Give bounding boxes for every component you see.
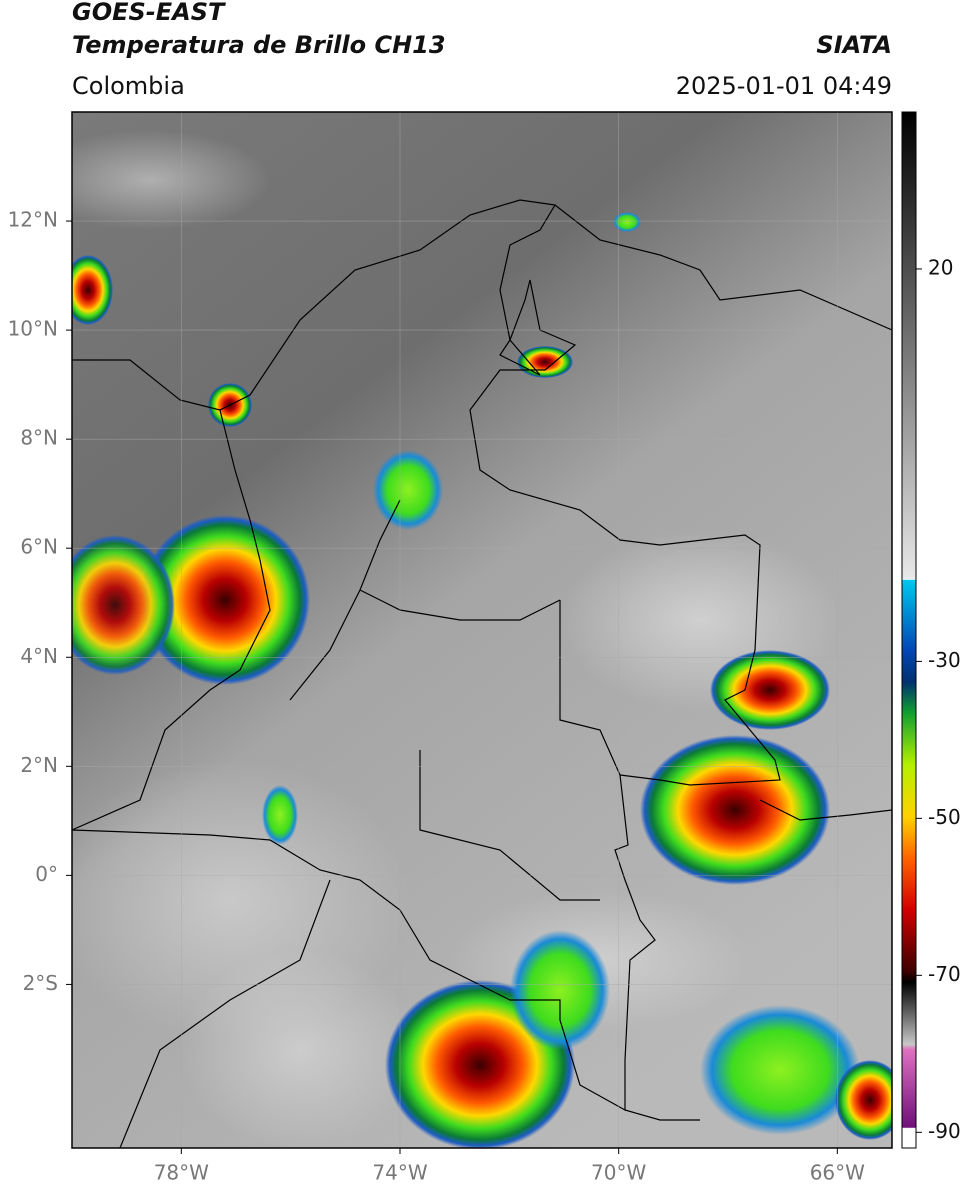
- y-tick-label: 6°N: [20, 535, 58, 559]
- x-tick-label: 74°W: [372, 1161, 427, 1185]
- y-tick-label: 12°N: [8, 208, 58, 232]
- y-tick-label: 2°N: [20, 753, 58, 777]
- y-tick-label: 8°N: [20, 426, 58, 450]
- colorbar-tick-label: -30: [928, 648, 961, 672]
- source: SIATA: [816, 31, 892, 59]
- region: Colombia: [72, 72, 185, 100]
- title: GOES-EAST: [72, 0, 226, 26]
- datetime: 2025-01-01 04:49: [676, 72, 892, 100]
- x-tick-label: 66°W: [810, 1161, 865, 1185]
- colorbar: [901, 111, 917, 1149]
- x-tick-label: 70°W: [591, 1161, 646, 1185]
- colorbar-tick-label: -90: [928, 1119, 961, 1143]
- map-frame: [71, 111, 893, 1149]
- colorbar-tick-label: -50: [928, 805, 961, 829]
- y-tick-label: 2°S: [23, 971, 58, 995]
- colorbar-tick-label: -70: [928, 962, 961, 986]
- satellite-image: [72, 112, 892, 1148]
- subtitle: Temperatura de Brillo CH13: [72, 31, 446, 59]
- y-tick-label: 4°N: [20, 644, 58, 668]
- colorbar-tick-label: 20: [928, 255, 953, 279]
- y-tick-label: 0°: [35, 862, 58, 886]
- x-tick-label: 78°W: [154, 1161, 209, 1185]
- y-tick-label: 10°N: [8, 317, 58, 341]
